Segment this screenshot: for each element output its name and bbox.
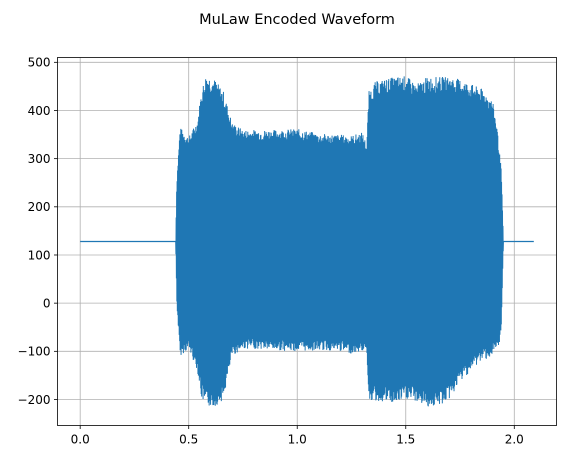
plot-layer (80, 76, 534, 407)
y-tick-label: 200 (28, 200, 51, 214)
waveform-line (175, 76, 504, 407)
plot-frame (57, 57, 557, 426)
y-tick-label: −200 (18, 393, 51, 407)
y-tick-label: 300 (28, 152, 51, 166)
y-tick-label: 400 (28, 104, 51, 118)
x-tick-label: 0.0 (71, 433, 90, 447)
y-tick-label: 500 (28, 56, 51, 70)
x-tick-label: 2.0 (505, 433, 524, 447)
y-tick-label: 0 (43, 296, 51, 310)
chart-title: MuLaw Encoded Waveform (199, 12, 395, 28)
x-tick-label: 1.0 (288, 433, 307, 447)
x-tick-label: 0.5 (179, 433, 198, 447)
x-tick-label: 1.5 (396, 433, 415, 447)
y-tick-label: 100 (28, 248, 51, 262)
y-tick-label: −100 (18, 345, 51, 359)
tick-layer: 0.0 0.5 1.0 1.5 2.0 −200 −100 0 100 200 300 400 500 (18, 56, 524, 447)
